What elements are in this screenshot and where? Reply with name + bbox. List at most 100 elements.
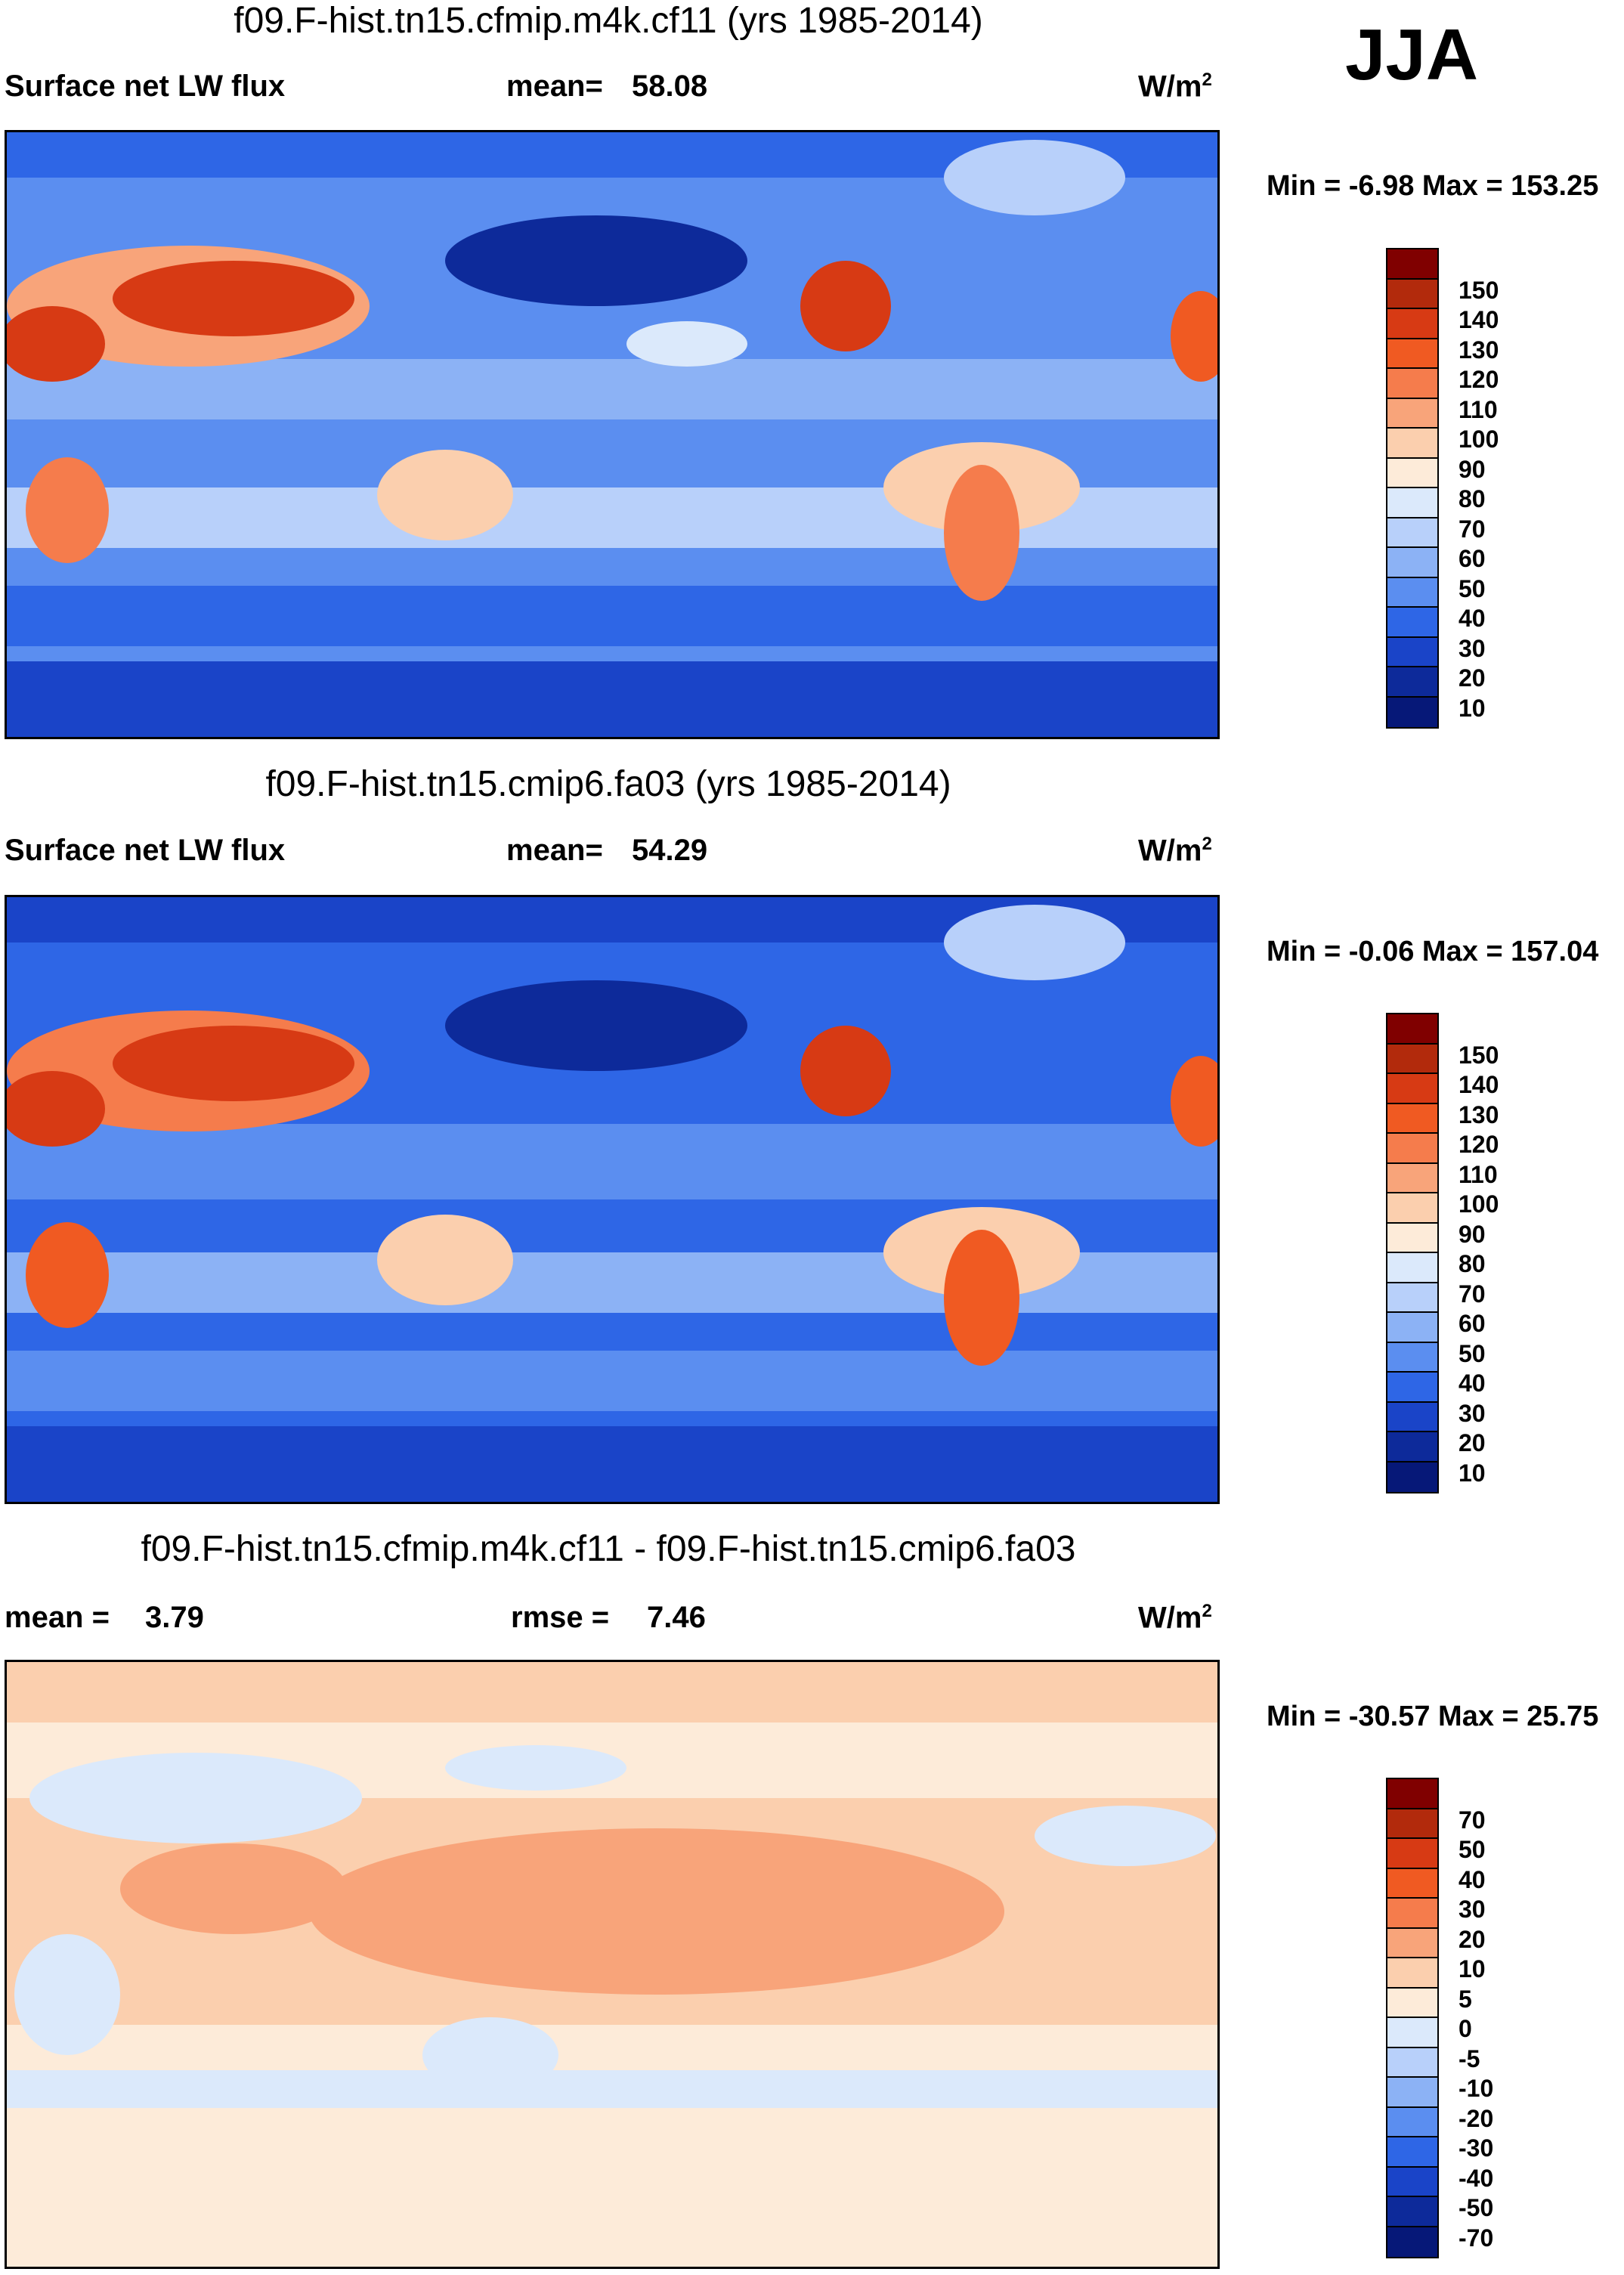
colorbar-swatch [1387, 279, 1437, 309]
colorbar-tick-label: 20 [1459, 664, 1486, 692]
colorbar-swatch [1387, 458, 1437, 488]
colorbar-tick-label: -10 [1459, 2075, 1494, 2103]
panel2-units: W/m2 [1138, 834, 1212, 868]
colorbar-swatch [1387, 1402, 1437, 1432]
colorbar-swatch [1387, 637, 1437, 667]
colorbar-swatch [1387, 1283, 1437, 1313]
colorbar-tick-label: 60 [1459, 545, 1486, 573]
colorbar-tick-label: 130 [1459, 1100, 1499, 1128]
colorbar-tick-label: 120 [1459, 1131, 1499, 1159]
colorbar-tick-label: 50 [1459, 574, 1486, 602]
colorbar-tick-label: 80 [1459, 1250, 1486, 1278]
colorbar-tick-label: 10 [1459, 1459, 1486, 1487]
colorbar-swatch [1387, 1163, 1437, 1193]
colorbar-tick-label: -50 [1459, 2194, 1494, 2222]
colorbar-swatch [1387, 548, 1437, 578]
colorbar-swatch [1387, 1342, 1437, 1373]
colorbar-tick-label: 40 [1459, 605, 1486, 633]
panel1-minmax: Min = -6.98 Max = 153.25 [1267, 170, 1599, 202]
panel3-mean-value: 3.79 [145, 1601, 204, 1634]
colorbar-swatch [1387, 1134, 1437, 1164]
panel3-colorbar [1386, 1778, 1439, 2258]
colorbar-tick-label: 5 [1459, 1985, 1472, 2013]
colorbar-swatch [1387, 2048, 1437, 2078]
panel2-mean-label: mean= [506, 834, 603, 867]
colorbar-swatch [1387, 577, 1437, 608]
colorbar-swatch [1387, 2137, 1437, 2168]
colorbar-swatch [1387, 1779, 1437, 1809]
colorbar-swatch [1387, 2018, 1437, 2048]
colorbar-tick-label: 50 [1459, 1339, 1486, 1367]
colorbar-tick-label: 20 [1459, 1429, 1486, 1457]
colorbar-swatch [1387, 1839, 1437, 1869]
colorbar-tick-label: 30 [1459, 1896, 1486, 1924]
panel1-units: W/m2 [1138, 70, 1212, 104]
colorbar-swatch [1387, 1988, 1437, 2018]
colorbar-swatch [1387, 1313, 1437, 1343]
panel1-colorbar-labels: 150 140 130 120 110 100 90 80 70 60 50 40 30 20 10 [1459, 263, 1549, 722]
panel1-variable: Surface net LW flux [5, 70, 286, 103]
colorbar-tick-label: 60 [1459, 1310, 1486, 1338]
colorbar-tick-label: 10 [1459, 1955, 1486, 1983]
colorbar-swatch [1387, 1462, 1437, 1492]
panel2-map [5, 895, 1220, 1504]
colorbar-tick-label: 40 [1459, 1865, 1486, 1893]
colorbar-tick-label: 50 [1459, 1836, 1486, 1864]
colorbar-swatch [1387, 667, 1437, 698]
colorbar-tick-label: 70 [1459, 1280, 1486, 1308]
colorbar-swatch [1387, 398, 1437, 429]
colorbar-tick-label: 110 [1459, 395, 1498, 423]
colorbar-swatch [1387, 2227, 1437, 2257]
panel3-rmse-value: 7.46 [647, 1601, 706, 1634]
colorbar-tick-label: -30 [1459, 2134, 1494, 2162]
colorbar-swatch [1387, 697, 1437, 727]
colorbar-swatch [1387, 518, 1437, 548]
panel1-map [5, 130, 1220, 739]
colorbar-swatch [1387, 1223, 1437, 1253]
colorbar-tick-label: 120 [1459, 366, 1499, 394]
colorbar-tick-label: 110 [1459, 1160, 1498, 1188]
panel1-mean-label: mean= [506, 70, 603, 103]
colorbar-tick-label: 30 [1459, 1399, 1486, 1427]
panel1-title: f09.F-hist.tn15.cfmip.m4k.cf11 (yrs 1985… [234, 1, 983, 41]
colorbar-swatch [1387, 249, 1437, 280]
colorbar-tick-label: 70 [1459, 515, 1486, 543]
colorbar-swatch [1387, 1193, 1437, 1224]
panel3-rmse-label: rmse = [511, 1601, 610, 1634]
panel3-map [5, 1660, 1220, 2269]
panel2-colorbar [1386, 1013, 1439, 1493]
panel1-mean-value: 58.08 [632, 70, 708, 103]
colorbar-swatch [1387, 488, 1437, 518]
colorbar-tick-label: 90 [1459, 1220, 1486, 1248]
panel3-mean-label: mean = [5, 1601, 110, 1634]
colorbar-swatch [1387, 1928, 1437, 1958]
colorbar-tick-label: 130 [1459, 336, 1499, 364]
colorbar-swatch [1387, 429, 1437, 459]
colorbar-tick-label: 20 [1459, 1925, 1486, 1953]
panel3-units: W/m2 [1138, 1601, 1212, 1635]
colorbar-tick-label: 40 [1459, 1370, 1486, 1398]
panel3-title: f09.F-hist.tn15.cfmip.m4k.cf11 - f09.F-h… [141, 1529, 1076, 1569]
colorbar-tick-label: -20 [1459, 2104, 1494, 2132]
colorbar-tick-label: 0 [1459, 2015, 1472, 2043]
colorbar-tick-label: 140 [1459, 306, 1499, 334]
colorbar-swatch [1387, 369, 1437, 399]
colorbar-swatch [1387, 1373, 1437, 1403]
colorbar-tick-label: 30 [1459, 634, 1486, 662]
colorbar-swatch [1387, 1899, 1437, 1929]
colorbar-swatch [1387, 1014, 1437, 1045]
colorbar-swatch [1387, 1809, 1437, 1839]
colorbar-tick-label: -70 [1459, 2224, 1494, 2252]
colorbar-swatch [1387, 2107, 1437, 2137]
panel1-colorbar [1386, 248, 1439, 729]
colorbar-swatch [1387, 2078, 1437, 2108]
colorbar-swatch [1387, 2197, 1437, 2227]
panel3-minmax: Min = -30.57 Max = 25.75 [1267, 1701, 1599, 1732]
panel3-colorbar-labels: 70 50 40 30 20 10 5 0 -5 -10 -20 -30 -40 -50 -70 [1459, 1793, 1549, 2252]
colorbar-swatch [1387, 1044, 1437, 1074]
panel2-variable: Surface net LW flux [5, 834, 286, 867]
colorbar-tick-label: 10 [1459, 694, 1486, 722]
colorbar-tick-label: -40 [1459, 2164, 1494, 2192]
season-label: JJA [1345, 14, 1479, 95]
colorbar-swatch [1387, 1868, 1437, 1899]
